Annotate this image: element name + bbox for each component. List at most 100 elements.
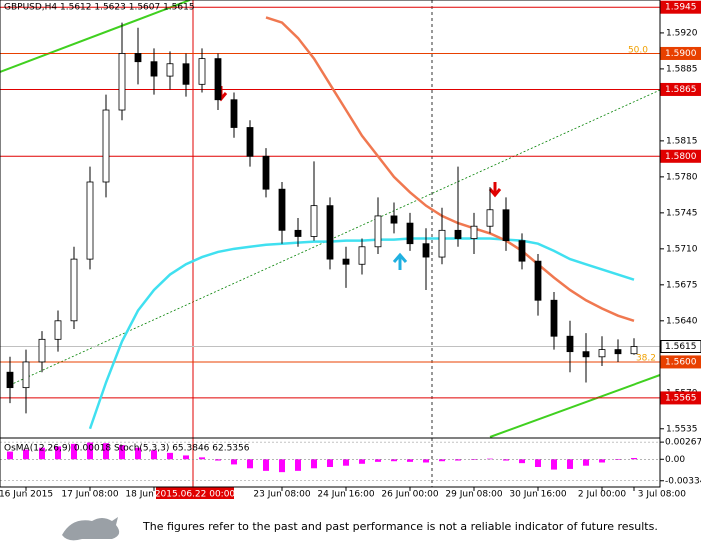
osma-bar [247,459,253,469]
candle-body [86,181,94,260]
osma-bar [503,459,509,461]
level-label: 1.5865 [665,85,697,95]
osma-bar [535,459,541,467]
candle-body [582,351,590,358]
candle-body [22,361,30,389]
sell-arrow [488,182,502,198]
osma-bar [567,459,573,469]
candle-body [422,243,430,258]
chart-title: GBPUSD,H4 1.5612 1.5623 1.5607 1.5615 [4,3,195,13]
osma-bar [167,452,173,460]
osma-bar [295,459,301,471]
osma-bar [7,451,13,460]
candle-body [342,258,350,265]
osma-bar [631,458,637,460]
osma-bar [183,455,189,460]
candle-body [198,58,206,85]
osma-bar [599,459,605,463]
candle-body [438,229,446,258]
osma-bar [215,459,221,461]
osma-bar [311,459,317,469]
candle-body [230,99,238,128]
y-tick-label: 1.5815 [666,136,698,146]
candle-body [262,155,270,190]
candle-body [246,127,254,157]
candle-body [102,109,110,183]
candle-body [134,53,142,63]
osma-bar [615,459,621,460]
osma-bar [423,459,429,463]
osc-tick-label: 0.00267 [665,438,701,448]
level-label: 1.5600 [665,357,697,367]
osma-bar [375,459,381,462]
osma-bar [23,449,29,460]
x-tick-label: 24 Jun 16:00 [317,490,374,500]
y-tick-label: 1.5535 [666,424,698,434]
level-label: 1.5945 [665,3,697,13]
osma-bar [151,450,157,460]
candle-body [6,371,14,389]
osma-bar [439,459,445,462]
candle-body [118,53,126,111]
x-tick-label: 17 Jun 08:00 [61,490,118,500]
candle-body [614,349,622,355]
osma-bar [135,447,141,460]
x-tick-label: 23 Jun 08:00 [253,490,310,500]
y-tick-label: 1.5920 [666,28,698,38]
x-tick-label: 2 Jul 00:00 [578,490,627,500]
disclaimer: The figures refer to the past and past p… [142,520,658,533]
x-tick-label: 26 Jun 00:00 [381,490,438,500]
level-label: 1.5615 [665,342,697,352]
osma-bar [103,443,109,460]
osma-bar [359,459,365,464]
candle-body [182,63,190,85]
level-tag [660,0,701,14]
osma-bar [391,459,397,462]
candle-body [550,299,558,337]
x-tick-label: 29 Jun 08:00 [445,490,502,500]
osma-bar [87,442,93,460]
osma-bar [455,459,461,461]
osma-bar [471,459,477,460]
candle-body [54,320,62,340]
candle-body [390,215,398,224]
fibo-label: 38.2 [636,354,656,364]
y-tick-label: 1.5780 [666,172,698,182]
candle-body [70,258,78,322]
osma-bar [71,443,77,460]
y-tick-label: 1.5675 [666,280,698,290]
level-tag [660,355,701,369]
candle-body [374,215,382,248]
candle-body [406,222,414,245]
osma-bar [583,459,589,466]
candle-body [470,225,478,239]
date-tag [156,487,234,499]
candle-body [214,58,222,101]
osma-bar [343,459,349,466]
level-label: 1.5565 [665,393,697,403]
osma-bar [55,446,61,460]
candle-body [566,335,574,353]
candle-body [534,260,542,301]
level-tag [660,391,701,405]
x-tick-label: 30 Jun 16:00 [509,490,566,500]
oscillator-title: OsMA(12,26,9) 0.00018 Stoch(5,3,3) 65.38… [4,444,250,454]
osma-bar [327,459,333,467]
y-tick-label: 1.5710 [666,244,698,254]
x-tick-label: 16 Jun 2015 [0,490,53,500]
osma-bar [39,447,45,460]
channel-line [9,89,661,386]
x-tick-label: 18 Jun 16:00 [125,490,182,500]
osma-bar [119,445,125,460]
x-tick-label: 3 Jul 08:00 [638,490,687,500]
level-label: 1.5900 [665,49,697,59]
y-tick-label: 1.5885 [666,64,698,74]
candle-body [358,246,366,265]
osma-bar [279,459,285,473]
candle-body [454,229,462,239]
level-tag [660,340,701,354]
plot-frame [0,0,661,488]
osma-bar [263,459,269,471]
osma-bar [551,459,557,470]
